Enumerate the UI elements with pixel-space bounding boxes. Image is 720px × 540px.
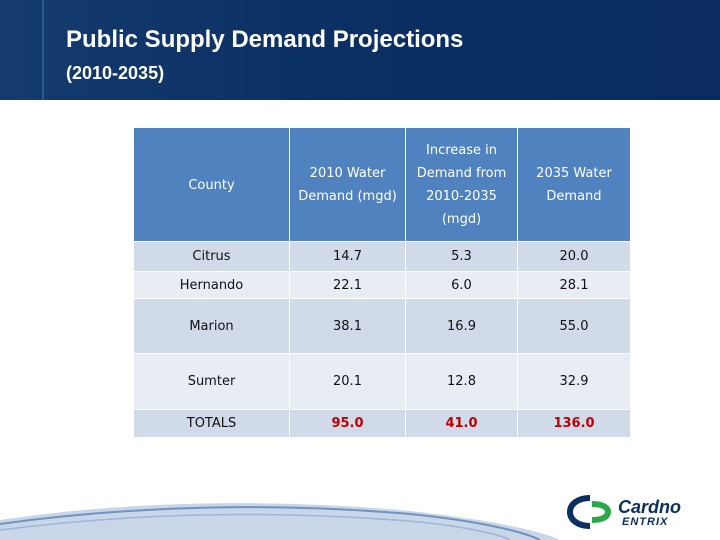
totals-2035-cell: 136.0 (518, 410, 631, 438)
totals-increase-cell: 41.0 (406, 410, 518, 438)
header-2010-demand: 2010 Water Demand (mgd) (290, 128, 406, 242)
decorative-wave (0, 503, 560, 540)
wave-fill (0, 503, 560, 540)
county-cell: Hernando (134, 272, 290, 299)
wave-line (0, 513, 511, 540)
table-row: Hernando 22.1 6.0 28.1 (134, 272, 631, 299)
slide-subtitle: (2010-2035) (66, 63, 165, 83)
demand-2010-cell: 38.1 (290, 299, 406, 354)
demand-table: County 2010 Water Demand (mgd) Increase … (134, 128, 631, 438)
logo-subname: ENTRIX (622, 516, 669, 528)
demand-2035-cell: 28.1 (518, 272, 631, 299)
totals-label: TOTALS (134, 410, 290, 438)
demand-2010-cell: 20.1 (290, 354, 406, 410)
table-row: Sumter 20.1 12.8 32.9 (134, 354, 631, 410)
header-increase: Increase in Demand from 2010-2035 (mgd) (406, 128, 518, 242)
table-row: Marion 38.1 16.9 55.0 (134, 299, 631, 354)
table-header-row: County 2010 Water Demand (mgd) Increase … (134, 128, 631, 242)
increase-cell: 16.9 (406, 299, 518, 354)
totals-2010-cell: 95.0 (290, 410, 406, 438)
header-county: County (134, 128, 290, 242)
table-row: Citrus 14.7 5.3 20.0 (134, 242, 631, 272)
increase-cell: 5.3 (406, 242, 518, 272)
demand-2035-cell: 32.9 (518, 354, 631, 410)
totals-row: TOTALS 95.0 41.0 136.0 (134, 410, 631, 438)
demand-2035-cell: 55.0 (518, 299, 631, 354)
county-cell: Sumter (134, 354, 290, 410)
wave-line (0, 506, 541, 540)
slide-title: Public Supply Demand Projections (66, 26, 464, 53)
cardno-logo: Cardno ENTRIX (566, 494, 686, 534)
logo-mark-icon (566, 495, 612, 529)
demand-2010-cell: 22.1 (290, 272, 406, 299)
demand-2035-cell: 20.0 (518, 242, 631, 272)
logo-name: Cardno (618, 497, 681, 517)
slide-header: Public Supply Demand Projections (2010-2… (0, 0, 720, 100)
demand-2010-cell: 14.7 (290, 242, 406, 272)
header-background (0, 0, 720, 100)
county-cell: Marion (134, 299, 290, 354)
increase-cell: 6.0 (406, 272, 518, 299)
county-cell: Citrus (134, 242, 290, 272)
header-stripe (42, 0, 44, 100)
header-2035-demand: 2035 Water Demand (518, 128, 631, 242)
increase-cell: 12.8 (406, 354, 518, 410)
